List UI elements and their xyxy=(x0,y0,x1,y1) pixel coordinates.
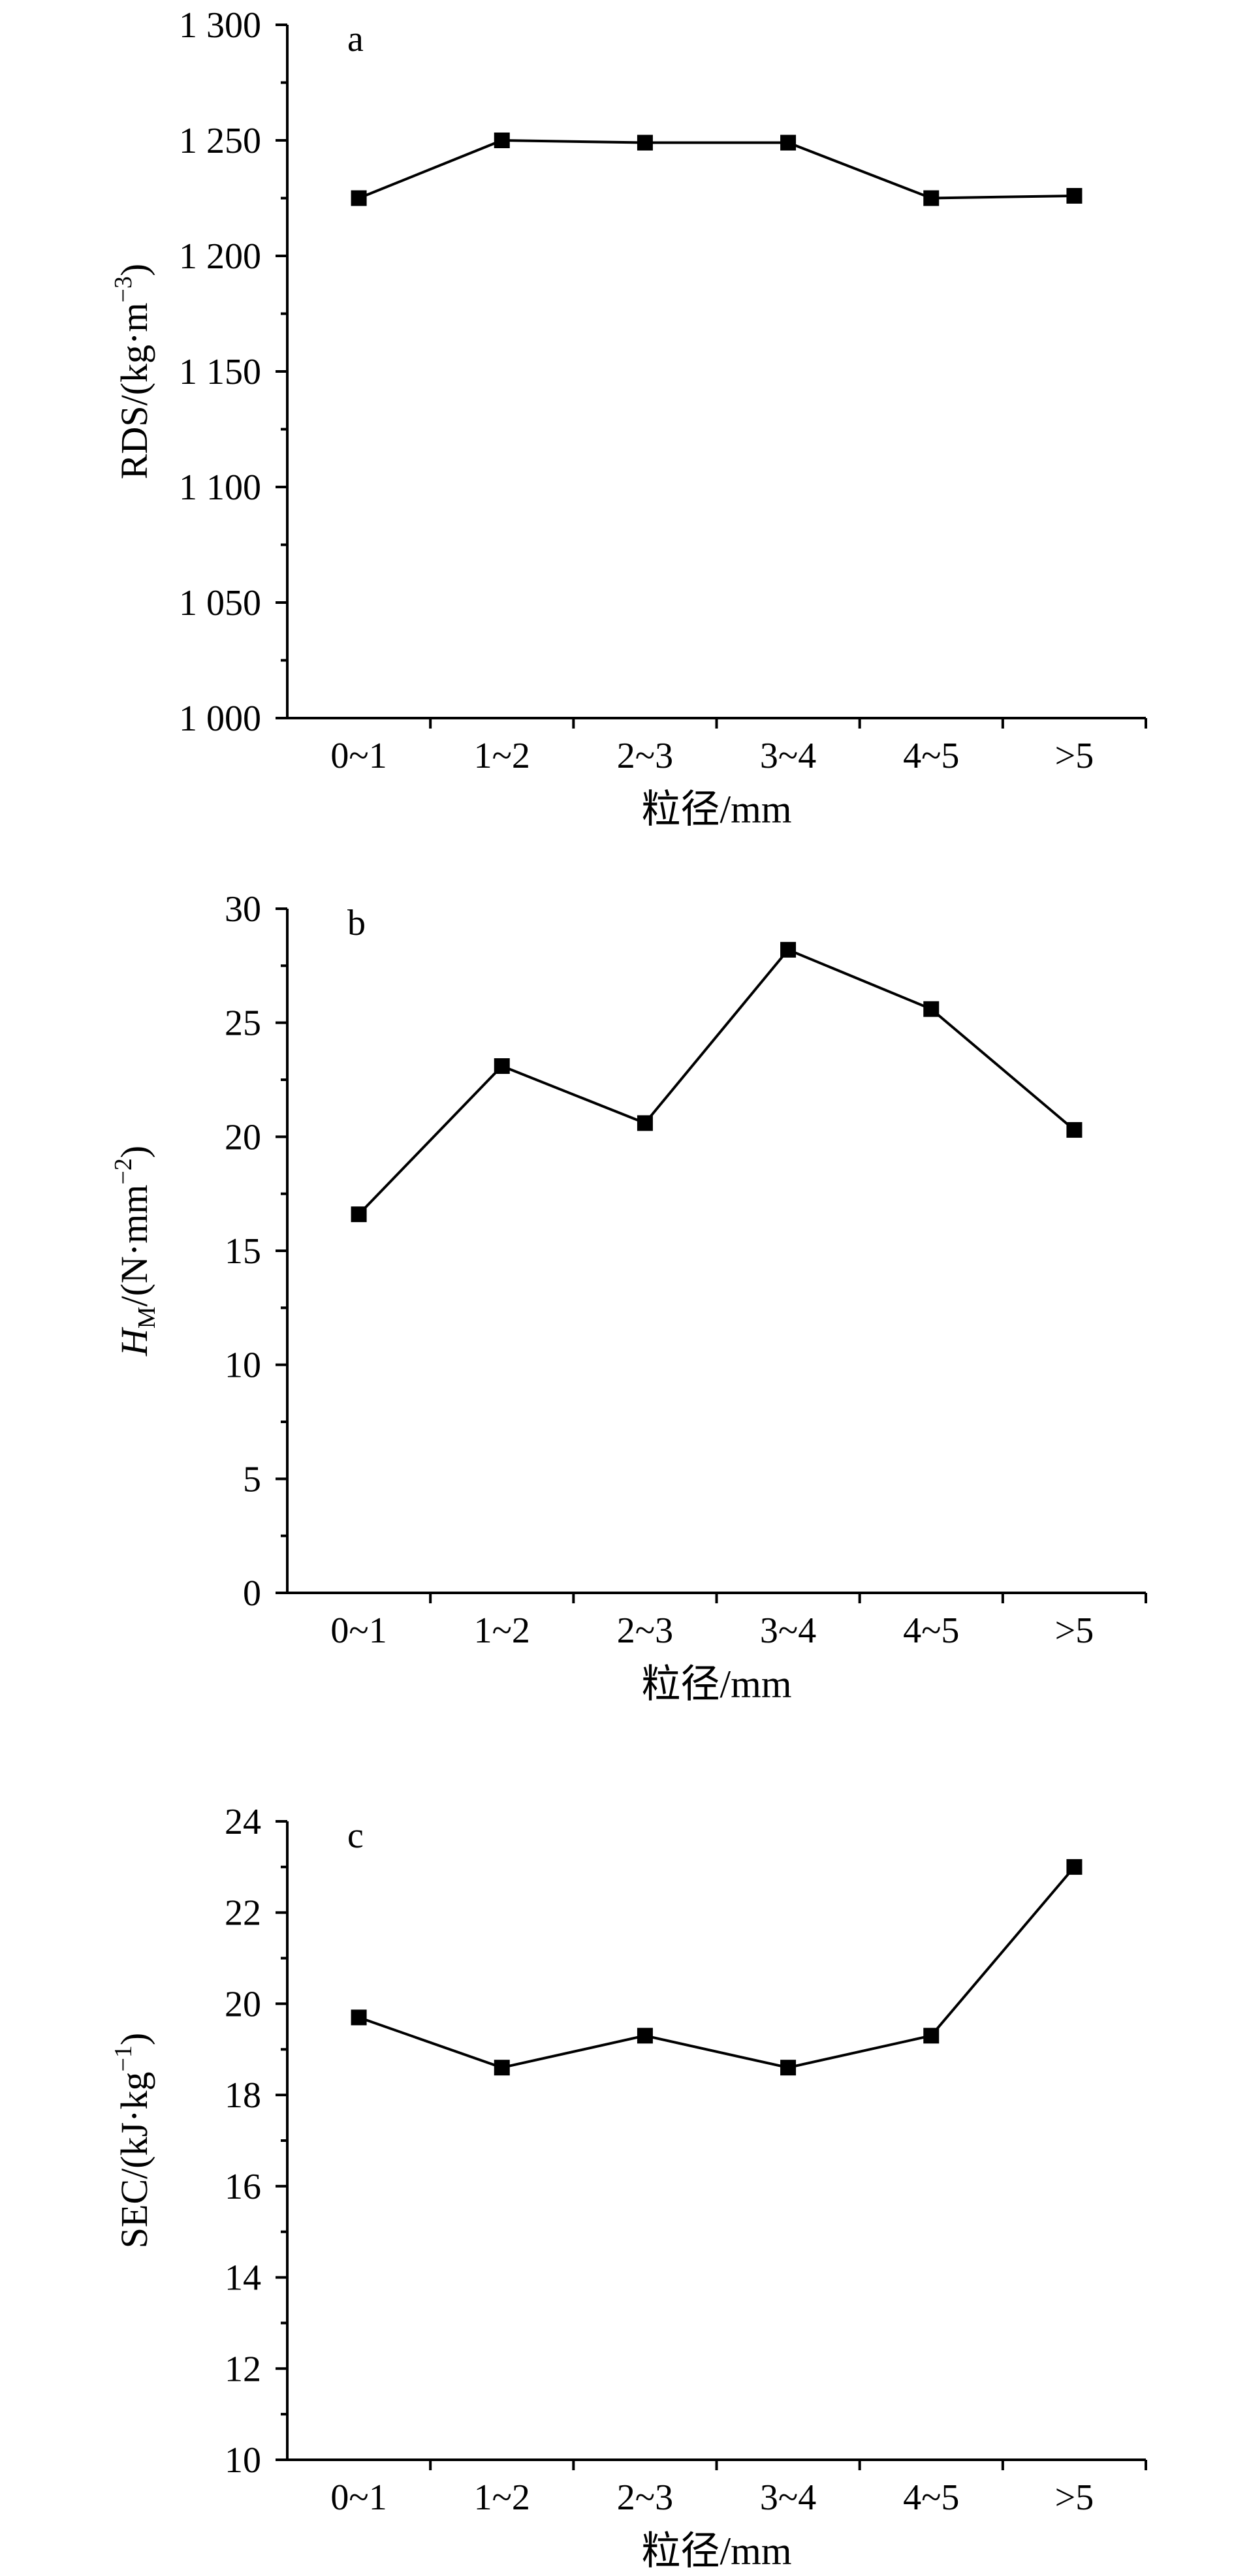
data-point-1 xyxy=(494,1058,510,1075)
x-tick-label: 2~3 xyxy=(617,1610,673,1651)
y-tick-label: 1 000 xyxy=(179,699,261,739)
y-tick-label: 1 250 xyxy=(179,121,261,161)
data-point-4 xyxy=(923,1001,940,1017)
panel-label: b xyxy=(347,903,366,943)
y-tick-label: 16 xyxy=(225,2167,261,2207)
data-point-2 xyxy=(637,134,653,151)
x-tick-label: 0~1 xyxy=(330,736,387,776)
x-tick-label: 2~3 xyxy=(617,2477,673,2518)
x-tick-label: >5 xyxy=(1055,736,1094,776)
x-tick-label: 2~3 xyxy=(617,736,673,776)
x-tick-label: >5 xyxy=(1055,2477,1094,2518)
x-tick-label: 1~2 xyxy=(474,736,530,776)
panel-label: a xyxy=(347,19,364,59)
panel-label: c xyxy=(347,1815,364,1856)
x-tick-label: 3~4 xyxy=(760,1610,816,1651)
data-point-0 xyxy=(351,2009,367,2026)
data-point-2 xyxy=(637,1115,653,1131)
data-point-2 xyxy=(637,2028,653,2044)
data-point-3 xyxy=(780,134,797,151)
y-tick-label: 30 xyxy=(225,889,261,930)
y-tick-label: 1 200 xyxy=(179,236,261,277)
series-line xyxy=(358,1866,1075,2069)
y-tick-label: 1 300 xyxy=(179,5,261,46)
x-tick-label: 4~5 xyxy=(903,2477,959,2518)
x-tick-label: 3~4 xyxy=(760,2477,816,2518)
y-axis-label: HM/(N·mm−2) xyxy=(110,1146,161,1357)
x-axis-label: 粒径/mm xyxy=(641,788,791,831)
x-tick-label: 1~2 xyxy=(474,2477,530,2518)
data-point-0 xyxy=(351,1206,367,1223)
y-tick-label: 18 xyxy=(225,2075,261,2116)
y-tick-label: 25 xyxy=(225,1003,261,1044)
data-point-1 xyxy=(494,133,510,148)
series-line xyxy=(358,138,1075,200)
data-point-5 xyxy=(1066,187,1083,204)
y-tick-label: 1 150 xyxy=(179,352,261,392)
y-tick-label: 1 050 xyxy=(179,583,261,623)
x-tick-label: 4~5 xyxy=(903,1610,959,1651)
y-axis-label: SEC/(kJ·kg−1) xyxy=(110,2033,155,2248)
data-point-1 xyxy=(494,2060,510,2076)
y-tick-label: 20 xyxy=(225,1984,261,2024)
data-point-0 xyxy=(351,190,367,206)
y-tick-label: 24 xyxy=(225,1802,261,1842)
y-tick-label: 5 xyxy=(243,1459,261,1500)
chart-panel-b: 0 5 10 15 20 25 30 0~1 1~2 2~3 3~4 4~5 >5 粒径/mm HM/(N·… xyxy=(110,889,1147,1706)
data-point-3 xyxy=(780,2060,797,2076)
y-tick-label: 20 xyxy=(225,1117,261,1157)
chart-panel-a: 1 000 1 050 1 100 1 150 1 200 1 250 1 300 0~1 1~… xyxy=(110,5,1147,831)
y-tick-label: 10 xyxy=(225,2440,261,2481)
x-tick-label: 1~2 xyxy=(474,1610,530,1651)
y-tick-label: 10 xyxy=(225,1345,261,1386)
y-tick-label: 1 100 xyxy=(179,467,261,508)
data-point-5 xyxy=(1066,1859,1083,1875)
y-tick-label: 22 xyxy=(225,1893,261,1934)
x-axis-label: 粒径/mm xyxy=(641,2530,791,2573)
series-line xyxy=(358,948,1075,1216)
y-axis-label: RDS/(kg·m−3) xyxy=(110,264,155,479)
chart-panel-c: 10 12 14 16 18 20 22 24 0~1 1~2 2~3 3~4 4~5 >5 粒径/mm SE… xyxy=(110,1802,1147,2573)
x-tick-label: 0~1 xyxy=(330,1610,387,1651)
data-point-5 xyxy=(1066,1122,1083,1138)
data-point-4 xyxy=(923,190,940,206)
y-tick-label: 14 xyxy=(225,2258,261,2299)
x-tick-label: >5 xyxy=(1055,1610,1094,1651)
x-tick-label: 0~1 xyxy=(330,2477,387,2518)
y-tick-label: 0 xyxy=(243,1573,261,1614)
x-tick-label: 4~5 xyxy=(903,736,959,776)
x-axis-label: 粒径/mm xyxy=(641,1663,791,1706)
y-tick-label: 15 xyxy=(225,1231,261,1272)
data-point-4 xyxy=(923,2028,940,2044)
data-point-3 xyxy=(780,941,797,958)
x-tick-label: 3~4 xyxy=(760,736,816,776)
y-tick-label: 12 xyxy=(225,2349,261,2389)
